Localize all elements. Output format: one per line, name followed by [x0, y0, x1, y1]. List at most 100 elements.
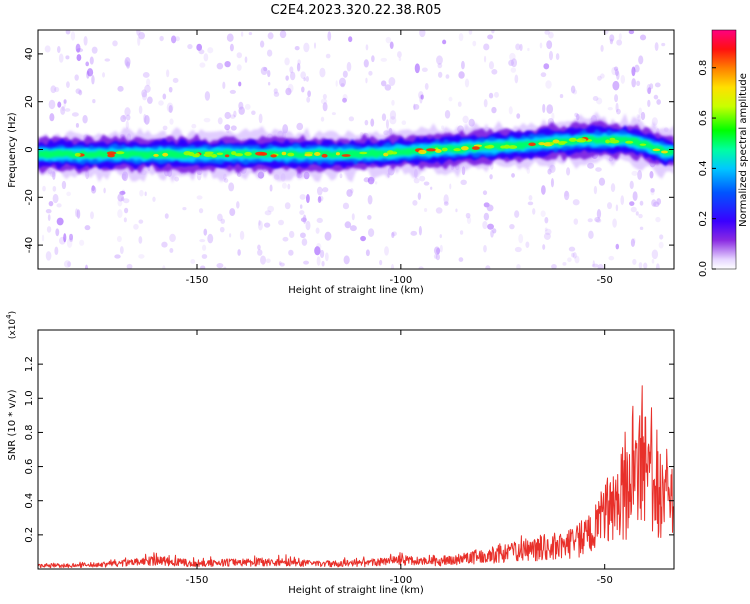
heatmap-speckle	[229, 43, 234, 52]
y-tick-label: 0.6	[24, 459, 35, 475]
heatmap-speckle	[89, 56, 94, 65]
heatmap-speckle	[138, 105, 143, 115]
heatmap-speckle	[203, 53, 209, 62]
heatmap-speckle	[614, 68, 619, 77]
y-tick-label: 1.2	[24, 356, 35, 372]
heatmap-speckle	[485, 265, 491, 269]
heatmap-speckle	[279, 262, 285, 267]
heatmap-speckle	[639, 226, 644, 231]
snr-x-axis-label: Height of straight line (km)	[288, 585, 424, 596]
heatmap-speckle	[339, 77, 346, 87]
heatmap-speckle	[486, 204, 494, 212]
heatmap-speckle	[649, 170, 654, 179]
snr-y-ticks: 0.2 0.4 0.6 0.8 1.0 1.2	[24, 356, 674, 543]
heatmap-speckle	[191, 123, 197, 129]
heatmap-hotspot	[244, 151, 252, 156]
heatmap-speckle	[420, 94, 424, 100]
x-tick-label: -150	[186, 575, 209, 586]
heatmap-speckle	[138, 31, 146, 40]
heatmap-speckle	[638, 262, 643, 269]
heatmap-speckle	[562, 261, 567, 266]
heatmap-speckle	[603, 30, 609, 35]
heatmap-speckle	[69, 237, 73, 243]
heatmap-speckle	[217, 117, 223, 125]
heatmap-speckle	[379, 259, 383, 266]
heatmap-speckle	[435, 253, 440, 261]
heatmap-speckle	[550, 177, 554, 188]
heatmap-speckle	[566, 167, 571, 176]
heatmap-hotspot	[270, 154, 277, 158]
heatmap-speckle	[123, 217, 127, 223]
heatmap-speckle	[161, 241, 168, 248]
heatmap-speckle	[117, 209, 123, 219]
heatmap-speckle	[442, 39, 447, 45]
heatmap-speckle	[548, 50, 554, 61]
heatmap-speckle	[551, 112, 555, 121]
colorbar-ticks: 0.0 0.2 0.4 0.6 0.8	[698, 60, 716, 277]
heatmap-speckle	[654, 82, 661, 88]
heatmap-speckle	[370, 118, 375, 127]
heatmap-speckle	[207, 47, 214, 54]
heatmap-speckle	[640, 111, 646, 121]
heatmap-hotspot	[652, 148, 661, 152]
heatmap-hotspot	[304, 153, 313, 157]
heatmap-hotspot	[183, 151, 192, 156]
heatmap-speckle	[49, 113, 55, 122]
heatmap-speckle	[263, 222, 271, 228]
heatmap-speckle	[634, 64, 640, 73]
heatmap-speckle	[596, 209, 602, 219]
heatmap-speckle	[117, 193, 124, 202]
heatmap-speckle	[380, 80, 387, 87]
snr-series-line	[38, 385, 674, 569]
heatmap-speckle	[207, 233, 214, 244]
heatmap-speckle	[421, 67, 428, 73]
heatmap-speckle	[490, 229, 494, 238]
snr-y-multiplier: (x104)	[5, 311, 18, 339]
heatmap-speckle	[600, 73, 605, 79]
heatmap-speckle	[84, 225, 91, 231]
heatmap-speckle	[596, 97, 603, 105]
heatmap-speckle	[532, 208, 536, 215]
heatmap-speckle	[120, 115, 127, 123]
heatmap-speckle	[258, 219, 261, 226]
heatmap-speckle	[511, 58, 518, 68]
heatmap-speckle	[57, 101, 62, 108]
heatmap-speckle	[609, 38, 614, 45]
heatmap-speckle	[659, 234, 664, 240]
heatmap-speckle	[273, 91, 280, 97]
heatmap-speckle	[491, 30, 495, 34]
heatmap-speckle	[162, 93, 167, 100]
heatmap-speckle	[229, 114, 236, 119]
colorbar-tick-label: 0.4	[698, 160, 709, 176]
heatmap-speckle	[279, 30, 287, 39]
heatmap-speckle	[385, 36, 392, 44]
heatmap-speckle	[133, 223, 139, 230]
heatmap-speckle	[492, 228, 497, 234]
heatmap-speckle	[514, 210, 520, 218]
heatmap-speckle	[443, 194, 449, 205]
snr-x-ticks: -150 -100 -50	[186, 330, 613, 586]
heatmap-speckle	[509, 224, 515, 230]
heatmap-speckle	[483, 244, 487, 253]
heatmap-speckle	[264, 210, 272, 216]
heatmap-speckle	[74, 74, 79, 81]
heatmap-speckle	[300, 232, 306, 239]
heatmap-speckle	[595, 218, 602, 223]
heatmap-speckle	[316, 256, 321, 266]
colorbar: 0.0 0.2 0.4 0.6 0.8 Normalized spectral ampl…	[698, 29, 749, 277]
heatmap-speckle	[52, 185, 57, 192]
heatmap-speckle	[600, 44, 604, 52]
heatmap-speckle	[391, 99, 395, 106]
heatmap-speckle	[305, 220, 311, 231]
heatmap-speckle	[516, 263, 521, 269]
heatmap-speckle	[348, 36, 353, 43]
heatmap-speckle	[587, 218, 593, 223]
heatmap-hotspot	[453, 148, 461, 152]
heatmap-speckle	[56, 203, 62, 208]
heatmap-speckle	[631, 170, 638, 176]
heatmap-speckle	[224, 124, 231, 131]
heatmap-speckle	[91, 74, 95, 85]
heatmap-speckle	[632, 258, 637, 265]
heatmap-speckle	[171, 35, 177, 44]
heatmap-speckle	[491, 69, 498, 75]
